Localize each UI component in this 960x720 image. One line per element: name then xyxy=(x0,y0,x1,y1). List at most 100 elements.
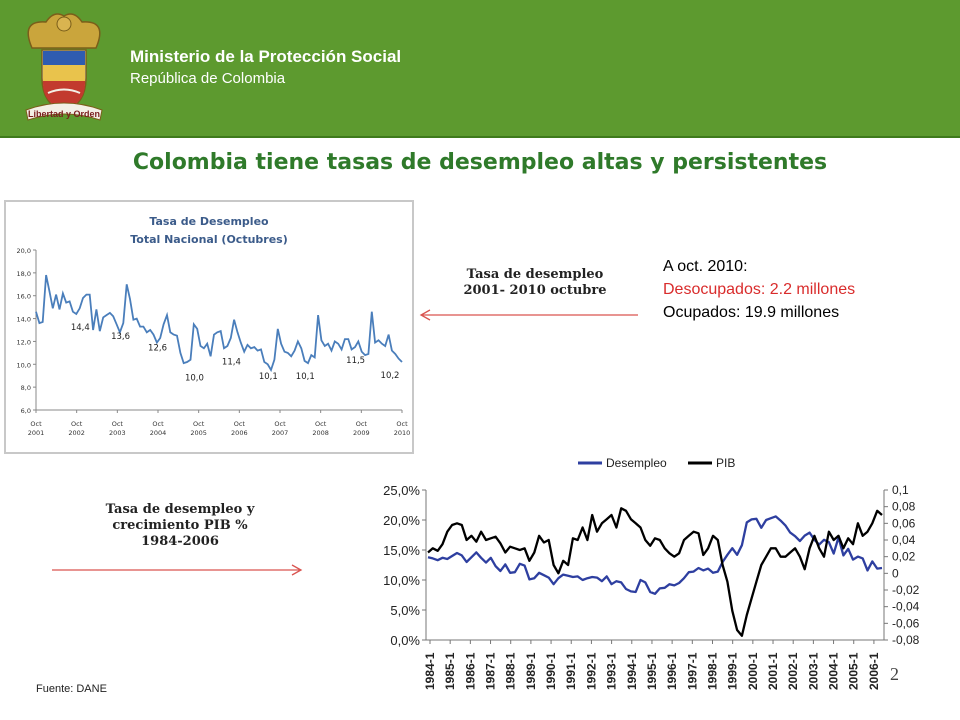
organization-subtitle: República de Colombia xyxy=(130,70,286,87)
chart2-left-tick-label: 5,0% xyxy=(390,603,420,618)
chart2-right-tick-label: -0,02 xyxy=(892,583,920,597)
svg-text:Libertad y Orden: Libertad y Orden xyxy=(28,109,100,119)
right-arrow-icon xyxy=(52,564,303,576)
organization-block: Ministerio de la Protección Social Repúb… xyxy=(130,47,401,87)
chart2-x-tick-label: 1989-1 xyxy=(524,652,538,690)
chart1-data-label: 10,1 xyxy=(259,372,278,382)
chart2-legend-label: PIB xyxy=(716,456,735,470)
chart1-x-tick-label: Oct xyxy=(71,420,83,428)
chart2-right-tick-label: 0,08 xyxy=(892,500,916,514)
chart1-y-tick-label: 8,0 xyxy=(21,384,31,392)
chart2-right-tick-label: -0,08 xyxy=(892,633,920,647)
coat-of-arms-icon: Libertad y Orden xyxy=(25,13,103,121)
page-number: 2 xyxy=(890,664,899,684)
chart1-series-line xyxy=(35,274,403,373)
chart1-y-tick-label: 20,0 xyxy=(17,247,31,255)
chart1-data-label: 11,5 xyxy=(346,356,365,366)
chart2-x-tick-label: 2002-1 xyxy=(786,652,800,690)
chart2-caption: Tasa de desempleo y crecimiento PIB % 19… xyxy=(80,502,280,550)
chart1-x-tick-label: 2005 xyxy=(190,429,207,437)
chart1-y-tick-label: 12,0 xyxy=(17,338,31,346)
chart2-x-tick-label: 1994-1 xyxy=(625,652,639,690)
chart1-title: Tasa de Desempleo xyxy=(149,215,269,228)
source-note: Fuente: DANE xyxy=(36,683,107,695)
chart1-y-tick-label: 6,0 xyxy=(21,407,31,415)
stats-desocupados: Desocupados: 2.2 millones xyxy=(663,281,856,298)
chart2-x-tick-label: 1992-1 xyxy=(584,652,598,690)
chart1-data-label: 14,4 xyxy=(71,323,90,333)
chart2-x-tick-label: 1998-1 xyxy=(705,652,719,690)
chart2-x-tick-label: 1984-1 xyxy=(423,652,437,690)
chart2-left-tick-label: 15,0% xyxy=(383,543,420,558)
chart2-right-tick-label: 0 xyxy=(892,566,899,580)
chart2-caption-line1: Tasa de desempleo y xyxy=(105,502,255,517)
chart2-x-tick-label: 1996-1 xyxy=(665,652,679,690)
chart2-series-line-pib xyxy=(427,507,883,637)
left-arrow-icon xyxy=(419,309,638,321)
chart1-data-label: 11,4 xyxy=(222,357,241,367)
chart2-x-tick-label: 1990-1 xyxy=(544,652,558,690)
chart1-y-tick-label: 14,0 xyxy=(17,316,31,324)
chart2-x-tick-label: 2001-1 xyxy=(766,652,780,690)
chart2-right-tick-label: 0,02 xyxy=(892,550,916,564)
stats-ocupados: Ocupados: 19.9 millones xyxy=(663,304,840,321)
chart2-x-tick-label: 2003-1 xyxy=(806,652,820,690)
chart2-x-tick-label: 2000-1 xyxy=(746,652,760,690)
employment-stats: A oct. 2010: Desocupados: 2.2 millones O… xyxy=(663,255,855,324)
chart1-caption-line2: 2001- 2010 octubre xyxy=(463,283,607,298)
chart2-left-tick-label: 0,0% xyxy=(390,633,420,648)
chart2-x-tick-label: 1987-1 xyxy=(484,652,498,690)
header-bar: Libertad y Orden Ministerio de la Protec… xyxy=(0,0,960,138)
chart1-y-tick-label: 16,0 xyxy=(17,293,31,301)
unemployment-chart-frame: Tasa de Desempleo Total Nacional (Octubre… xyxy=(4,200,414,454)
stats-heading: A oct. 2010: xyxy=(663,258,748,275)
unemployment-gdp-chart: 0,0% 5,0% 10,0% 15,0% 20,0% 25,0% -0,08 -0,06 -0… xyxy=(383,456,920,690)
chart1-x-tick-label: 2007 xyxy=(272,429,289,437)
chart1-x-tick-label: 2009 xyxy=(353,429,370,437)
chart2-x-tick-label: 2006-1 xyxy=(867,652,881,690)
chart2-x-tick-label: 1988-1 xyxy=(504,652,518,690)
chart1-x-tick-label: 2010 xyxy=(394,429,411,437)
chart1-x-tick-label: 2003 xyxy=(109,429,126,437)
chart1-caption-line1: Tasa de desempleo xyxy=(466,267,604,282)
chart1-x-tick-label: 2004 xyxy=(150,429,167,437)
chart1-x-tick-label: 2006 xyxy=(231,429,248,437)
chart1-x-tick-label: Oct xyxy=(356,420,368,428)
chart2-left-tick-label: 20,0% xyxy=(383,513,420,528)
chart2-right-tick-label: 0,1 xyxy=(892,483,909,497)
chart1-caption: Tasa de desempleo 2001- 2010 octubre xyxy=(430,267,640,299)
chart1-y-tick-label: 18,0 xyxy=(17,270,31,278)
chart1-data-label: 12,6 xyxy=(148,344,167,354)
chart2-x-tick-label: 2005-1 xyxy=(847,652,861,690)
chart1-x-tick-label: Oct xyxy=(396,420,408,428)
chart1-x-tick-label: Oct xyxy=(274,420,286,428)
slide-title: Colombia tiene tasas de desempleo altas … xyxy=(132,150,828,175)
chart2-right-tick-label: 0,06 xyxy=(892,516,916,530)
chart1-y-tick-label: 10,0 xyxy=(17,361,31,369)
organization-title: Ministerio de la Protección Social xyxy=(130,47,402,66)
chart1-x-tick-label: Oct xyxy=(193,420,205,428)
chart2-left-tick-label: 10,0% xyxy=(383,573,420,588)
chart1-x-tick-label: 2008 xyxy=(312,429,329,437)
chart1-data-label: 10,0 xyxy=(185,373,204,383)
chart1-data-label: 10,1 xyxy=(296,372,315,382)
chart1-x-tick-label: Oct xyxy=(315,420,327,428)
chart2-series-line-desempleo xyxy=(427,515,883,595)
unemployment-line-chart: Tasa de Desempleo Total Nacional (Octubre… xyxy=(17,215,411,437)
chart2-right-tick-label: -0,04 xyxy=(892,600,920,614)
chart2-x-tick-label: 1993-1 xyxy=(605,652,619,690)
chart1-data-label: 13,6 xyxy=(111,332,130,342)
chart1-x-tick-label: 2001 xyxy=(28,429,45,437)
chart1-x-tick-label: Oct xyxy=(30,420,42,428)
chart1-x-tick-label: Oct xyxy=(152,420,164,428)
chart1-data-label: 10,2 xyxy=(381,371,400,381)
chart2-x-tick-label: 1985-1 xyxy=(443,652,457,690)
chart2-right-tick-label: 0,04 xyxy=(892,533,916,547)
chart2-x-tick-label: 1999-1 xyxy=(726,652,740,690)
chart1-x-tick-label: Oct xyxy=(234,420,246,428)
chart2-x-tick-label: 1991-1 xyxy=(564,652,578,690)
chart2-x-tick-label: 1986-1 xyxy=(463,652,477,690)
chart2-x-tick-label: 1997-1 xyxy=(685,652,699,690)
chart2-right-tick-label: -0,06 xyxy=(892,616,920,630)
chart2-x-tick-label: 1995-1 xyxy=(645,652,659,690)
